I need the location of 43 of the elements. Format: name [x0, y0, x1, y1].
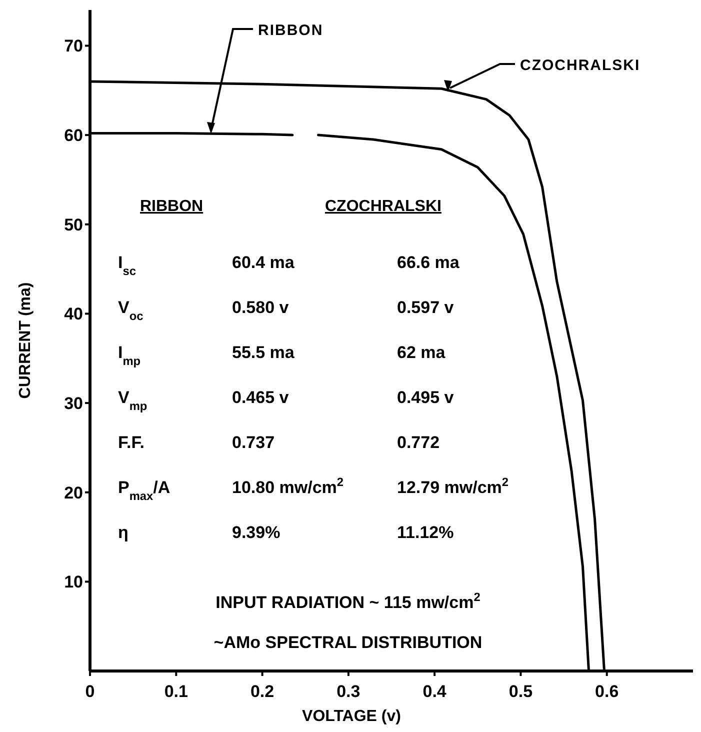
y-tick-label: 40: [64, 304, 83, 324]
annotation: 0.495 v: [397, 388, 454, 407]
x-tick-label: 0.3: [336, 682, 360, 701]
annotation: V$_{oc}$: [118, 298, 144, 323]
annotation: ~AMo SPECTRAL DISTRIBUTION: [214, 633, 482, 652]
legend-label: CZOCHRALSKI: [520, 57, 640, 74]
y-tick-label: 30: [64, 394, 83, 414]
annotation: 60.4 ma: [232, 253, 295, 272]
annotation: η: [118, 523, 128, 542]
y-tick-label: 70: [64, 36, 83, 56]
annotation: 55.5 ma: [232, 343, 295, 362]
annotation: 66.6 ma: [397, 253, 460, 272]
y-tick-label: 60: [64, 126, 83, 146]
y-tick-label: 20: [64, 483, 83, 502]
annotation: I$_{sc}$: [118, 253, 136, 278]
annotation: INPUT RADIATION ~ 115 mw/cm$^{2}$: [216, 590, 481, 612]
annotation: 9.39%: [232, 523, 280, 542]
text: RIBBON: [258, 22, 324, 39]
y-axis-title: CURRENT (ma): [17, 282, 34, 399]
x-tick-label: 0.4: [422, 682, 447, 701]
x-tick-label: 0.6: [595, 682, 619, 701]
annotation: 0.597 v: [397, 298, 454, 317]
annotation: CZOCHRALSKI: [325, 198, 442, 215]
x-tick-label: 0.2: [250, 682, 274, 701]
annotation: I$_{mp}$: [118, 343, 141, 368]
annotation: 0.737: [232, 433, 275, 452]
x-tick-label: 0: [85, 682, 95, 701]
y-tick-label: 10: [64, 572, 83, 592]
x-tick-label: 0.1: [164, 682, 188, 701]
annotation: 62 ma: [397, 343, 446, 362]
annotation: F.F.: [118, 433, 144, 452]
annotation: RIBBON: [140, 198, 204, 215]
annotation: P$_{max}$/A: [118, 478, 170, 503]
annotation: V$_{mp}$: [118, 388, 148, 413]
y-tick-label: 50: [64, 215, 83, 234]
annotation: 10.80 mw/cm$^{2}$: [232, 475, 344, 497]
x-tick-label: 0.5: [508, 682, 533, 701]
x-axis-title: VOLTAGE (v): [302, 708, 401, 725]
annotation: 12.79 mw/cm$^{2}$: [397, 475, 509, 497]
annotation: 0.465 v: [232, 388, 290, 407]
annotation: 0.580 v: [232, 298, 290, 317]
annotation: 0.772: [397, 433, 440, 452]
annotation: 11.12%: [397, 523, 454, 542]
